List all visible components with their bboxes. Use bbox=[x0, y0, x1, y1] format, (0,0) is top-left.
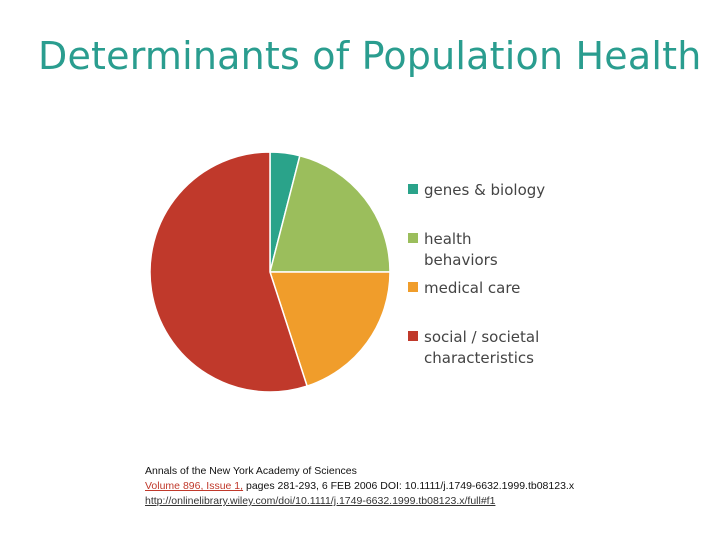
legend-label-medical-care: medical care bbox=[424, 279, 521, 297]
legend-swatch-health-behaviors bbox=[408, 233, 418, 243]
pie-slice-social-societal bbox=[149, 151, 309, 393]
legend-label-social-societal: social / societal characteristics bbox=[424, 328, 540, 367]
legend-swatch-genes-biology bbox=[408, 184, 418, 194]
legend: genes & biology health behaviors medical… bbox=[408, 0, 708, 540]
legend-swatch-medical-care bbox=[408, 282, 418, 292]
legend-label-genes-biology: genes & biology bbox=[424, 181, 546, 199]
citation-journal: Annals of the New York Academy of Scienc… bbox=[145, 465, 357, 477]
pie-slice-health-behaviors bbox=[269, 154, 391, 273]
pie-slice-medical-care bbox=[268, 271, 391, 388]
legend-label-health-behaviors: health behaviors bbox=[424, 230, 498, 269]
slide-title: Determinants of Population Health bbox=[38, 34, 702, 78]
citation-url-link[interactable]: http://onlinelibrary.wiley.com/doi/10.11… bbox=[145, 495, 496, 507]
citation-volume-details: pages 281-293, 6 FEB 2006 DOI: 10.1111/j… bbox=[243, 480, 575, 492]
citation-volume-line: Volume 896, Issue 1, pages 281-293, 6 FE… bbox=[145, 479, 574, 494]
citation-volume-link[interactable]: Volume 896, Issue 1, bbox=[145, 480, 244, 492]
citation: Annals of the New York Academy of Scienc… bbox=[145, 464, 574, 509]
pie-chart bbox=[149, 151, 391, 393]
legend-swatch-social-societal bbox=[408, 331, 418, 341]
